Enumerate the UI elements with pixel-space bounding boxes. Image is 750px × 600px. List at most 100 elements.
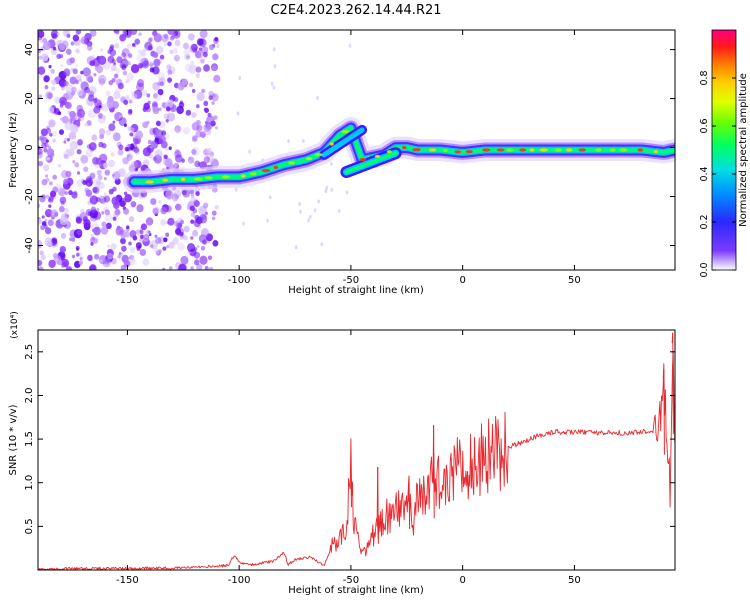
- noise-dot: [80, 36, 88, 45]
- noise-dot: [150, 145, 153, 149]
- noise-dot: [153, 33, 162, 43]
- ridge-hotspot: [428, 148, 437, 152]
- noise-dot: [45, 174, 49, 178]
- noise-dot: [168, 146, 172, 151]
- noise-dot: [176, 105, 184, 115]
- ridge-hotspot: [595, 148, 602, 152]
- noise-dot: [80, 70, 84, 75]
- noise-dot: [69, 140, 79, 150]
- noise-dot: [47, 92, 53, 99]
- noise-dot: [272, 47, 276, 52]
- noise-dot: [208, 266, 214, 270]
- noise-dot: [141, 60, 150, 69]
- noise-dot: [201, 88, 206, 94]
- noise-dot: [195, 191, 200, 197]
- noise-dot: [44, 227, 52, 235]
- noise-dot: [149, 127, 156, 136]
- noise-dot: [298, 201, 302, 206]
- noise-dot: [203, 64, 210, 72]
- chart-title: C2E4.2023.262.14.44.R21: [270, 3, 441, 18]
- noise-dot: [38, 66, 46, 75]
- noise-dot: [157, 88, 164, 96]
- noise-dot: [104, 259, 110, 265]
- noise-dot: [206, 115, 215, 125]
- noise-dot: [44, 142, 49, 148]
- noise-dot: [152, 106, 160, 115]
- noise-dot: [139, 229, 144, 235]
- noise-dot: [123, 191, 128, 196]
- noise-dot: [127, 143, 132, 148]
- noise-dot: [60, 170, 69, 179]
- noise-dot: [112, 132, 121, 142]
- y-tick-label: 2.0: [24, 388, 35, 404]
- noise-dot: [200, 245, 206, 251]
- noise-dot: [107, 49, 112, 54]
- spectrogram-panel: -150 -100 -50 0 50 -40 -20 0 20 40 Height of stra…: [8, 29, 676, 296]
- colorbar-tick-label: 0.2: [699, 214, 710, 229]
- noise-dot: [101, 115, 107, 120]
- noise-dot: [168, 241, 175, 249]
- noise-dot: [191, 146, 200, 157]
- noise-dot: [158, 107, 162, 112]
- noise-dot: [169, 99, 173, 103]
- noise-dot: [96, 65, 104, 74]
- noise-dot: [92, 228, 96, 233]
- noise-dot: [189, 43, 198, 53]
- noise-dot: [97, 174, 103, 181]
- noise-dot: [96, 207, 100, 212]
- noise-dot: [68, 237, 73, 242]
- noise-dot: [348, 43, 352, 48]
- noise-dot: [101, 103, 110, 112]
- noise-dot: [123, 123, 127, 127]
- colorbar: 0.0 0.2 0.4 0.6 0.8 Normalized spectral ampl…: [699, 29, 749, 278]
- noise-dot: [159, 54, 165, 60]
- noise-dot: [166, 245, 169, 249]
- noise-dot: [204, 265, 209, 270]
- noise-dot: [92, 156, 100, 165]
- noise-dot: [60, 63, 64, 68]
- noise-dot: [168, 266, 173, 270]
- y-tick-label: 40: [24, 43, 35, 56]
- x-tick-label: 50: [568, 575, 581, 586]
- noise-dot: [90, 242, 94, 246]
- spectrogram-axes: -150 -100 -50 0 50 -40 -20 0 20 40: [24, 30, 675, 286]
- noise-dot: [112, 171, 121, 181]
- noise-dot: [201, 214, 207, 220]
- noise-dot: [195, 104, 200, 109]
- noise-dot: [131, 93, 138, 100]
- noise-dot: [60, 232, 67, 239]
- noise-dot: [190, 266, 194, 270]
- noise-dot: [133, 160, 142, 169]
- noise-dot: [167, 217, 175, 226]
- noise-dot: [325, 185, 329, 190]
- noise-dot: [76, 148, 82, 155]
- noise-dot: [57, 259, 63, 266]
- noise-dot: [152, 207, 159, 215]
- noise-dot: [123, 208, 130, 215]
- noise-dot: [181, 158, 185, 163]
- noise-dot: [39, 135, 45, 141]
- noise-dot: [76, 108, 86, 118]
- noise-dot: [92, 187, 98, 194]
- snr-xlabel: Height of straight line (km): [288, 585, 424, 596]
- noise-dot: [39, 250, 44, 256]
- noise-dot: [108, 123, 116, 132]
- noise-dot: [63, 140, 67, 144]
- noise-dot: [194, 160, 201, 168]
- noise-dot: [173, 162, 180, 170]
- snr-spike: [350, 463, 353, 508]
- noise-dot: [138, 244, 142, 249]
- noise-dot: [184, 63, 193, 73]
- noise-dot: [208, 95, 213, 101]
- noise-dot: [51, 33, 58, 40]
- noise-dot: [294, 245, 298, 250]
- noise-dot: [175, 154, 183, 163]
- noise-dot: [123, 260, 131, 268]
- noise-dot: [40, 46, 46, 52]
- noise-dot: [145, 217, 154, 226]
- noise-dot: [183, 126, 190, 135]
- noise-dot: [49, 132, 53, 137]
- noise-dot: [128, 108, 133, 114]
- noise-dot: [76, 247, 79, 251]
- noise-dot: [44, 237, 53, 247]
